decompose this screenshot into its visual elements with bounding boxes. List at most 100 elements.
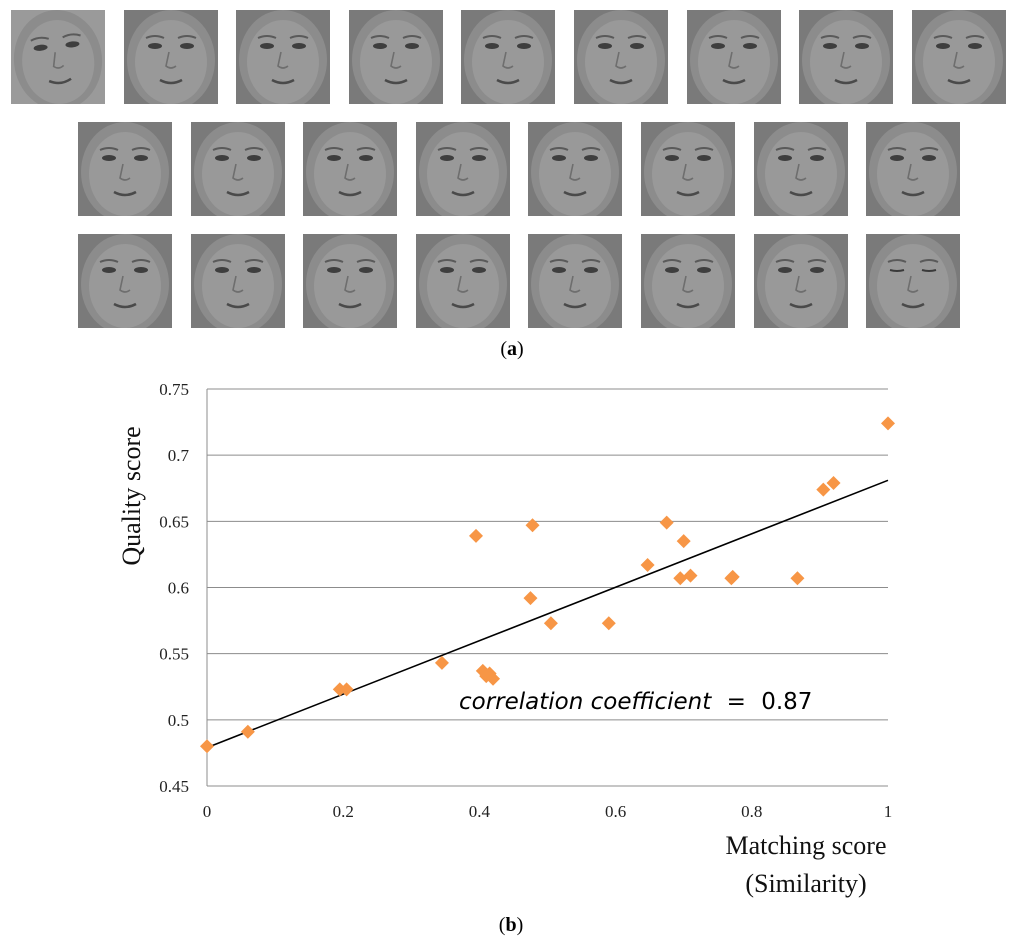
face-image [754,234,848,328]
face-image [574,10,668,104]
data-point [673,571,688,586]
face-thumbnail [528,122,622,216]
data-point [525,518,540,533]
x-axis-title: Matching score [725,831,886,860]
y-tick-label: 0.55 [159,645,189,664]
face-image [866,122,960,216]
panel-a-caption-label: a [507,338,517,360]
data-point [468,528,483,543]
face-thumbnail [78,122,172,216]
face-thumbnail [349,10,443,104]
face-thumbnail [754,234,848,328]
face-image [11,10,105,104]
face-thumbnail [528,234,622,328]
trendline [206,479,889,749]
face-thumbnail [866,234,960,328]
face-thumbnail [912,10,1006,104]
face-thumbnail [866,122,960,216]
x-tick-label: 0.8 [741,802,762,821]
correlation-annotation: correlation coefficient = 0.87 [459,689,812,715]
data-point [200,739,214,754]
face-thumbnail [303,234,397,328]
trendline-layer [206,479,889,749]
correlation-annotation-operator: = [727,689,746,715]
x-tick-label: 0.2 [333,802,354,821]
panel-a-caption: (a) [500,338,524,360]
face-image [754,122,848,216]
face-thumbnail [461,10,555,104]
face-image [236,10,330,104]
face-image [349,10,443,104]
x-tick-label: 0.4 [469,802,491,821]
face-thumbnail [78,234,172,328]
y-tick-label: 0.75 [159,380,189,399]
face-image [303,122,397,216]
face-image [641,122,735,216]
data-point [790,571,805,586]
face-thumbnail [124,10,218,104]
data-point [676,534,691,549]
x-tick-label: 0.6 [605,802,626,821]
data-point [659,515,674,530]
y-tick-label: 0.6 [168,579,189,598]
face-image [799,10,893,104]
axes [206,389,888,787]
data-point [339,682,354,697]
face-thumbnail [799,10,893,104]
panel-b-caption-label: b [505,914,517,936]
face-image [303,234,397,328]
x-tick-label: 0 [203,802,212,821]
face-image [687,10,781,104]
data-point [434,655,449,670]
face-thumbnail [416,122,510,216]
y-tick-label: 0.5 [168,711,189,730]
y-tick-label: 0.65 [159,512,189,531]
data-point [816,482,831,497]
face-thumbnail [687,10,781,104]
x-axis-title-line2: (Similarity) [745,869,866,898]
face-thumbnail [11,10,105,104]
face-thumbnail [416,234,510,328]
scatter-chart: 0.450.50.550.60.650.70.750 0.2 0.4 0.6 0.8 1 … [117,380,895,898]
data-point [543,616,558,631]
face-image [191,122,285,216]
face-thumbnail [754,122,848,216]
tick-labels: 0.45 0.5 0.55 0.6 0.65 0.7 0.75 0 0.2 0.4 0.6 0.8 1 [159,380,892,821]
data-point [486,671,501,686]
face-image [124,10,218,104]
y-tick-label: 0.7 [168,446,190,465]
correlation-annotation-text: correlation coefficient [459,689,712,715]
face-image [912,10,1006,104]
face-thumbnail [641,234,735,328]
x-tick-label: 1 [884,802,893,821]
face-image [416,234,510,328]
face-image [191,234,285,328]
face-image [641,234,735,328]
data-point [826,475,841,490]
data-point [240,724,255,739]
data-points [200,416,895,754]
face-thumbnail [191,122,285,216]
y-tick-label: 0.45 [159,777,189,796]
data-point [683,568,698,583]
data-point [881,416,895,431]
face-image [416,122,510,216]
face-image [528,234,622,328]
face-thumbnail [236,10,330,104]
face-image [528,122,622,216]
face-image [866,234,960,328]
correlation-annotation-value: 0.87 [761,689,812,715]
panel-b-caption: (b) [498,914,524,936]
face-thumbnail [641,122,735,216]
face-image [78,234,172,328]
face-thumbnail [303,122,397,216]
gridlines [207,388,888,721]
data-point [725,569,740,584]
y-axis-title: Quality score [117,426,146,565]
data-point [601,616,616,631]
data-point [523,591,538,606]
data-point [640,558,655,573]
face-image [78,122,172,216]
face-thumbnail [191,234,285,328]
